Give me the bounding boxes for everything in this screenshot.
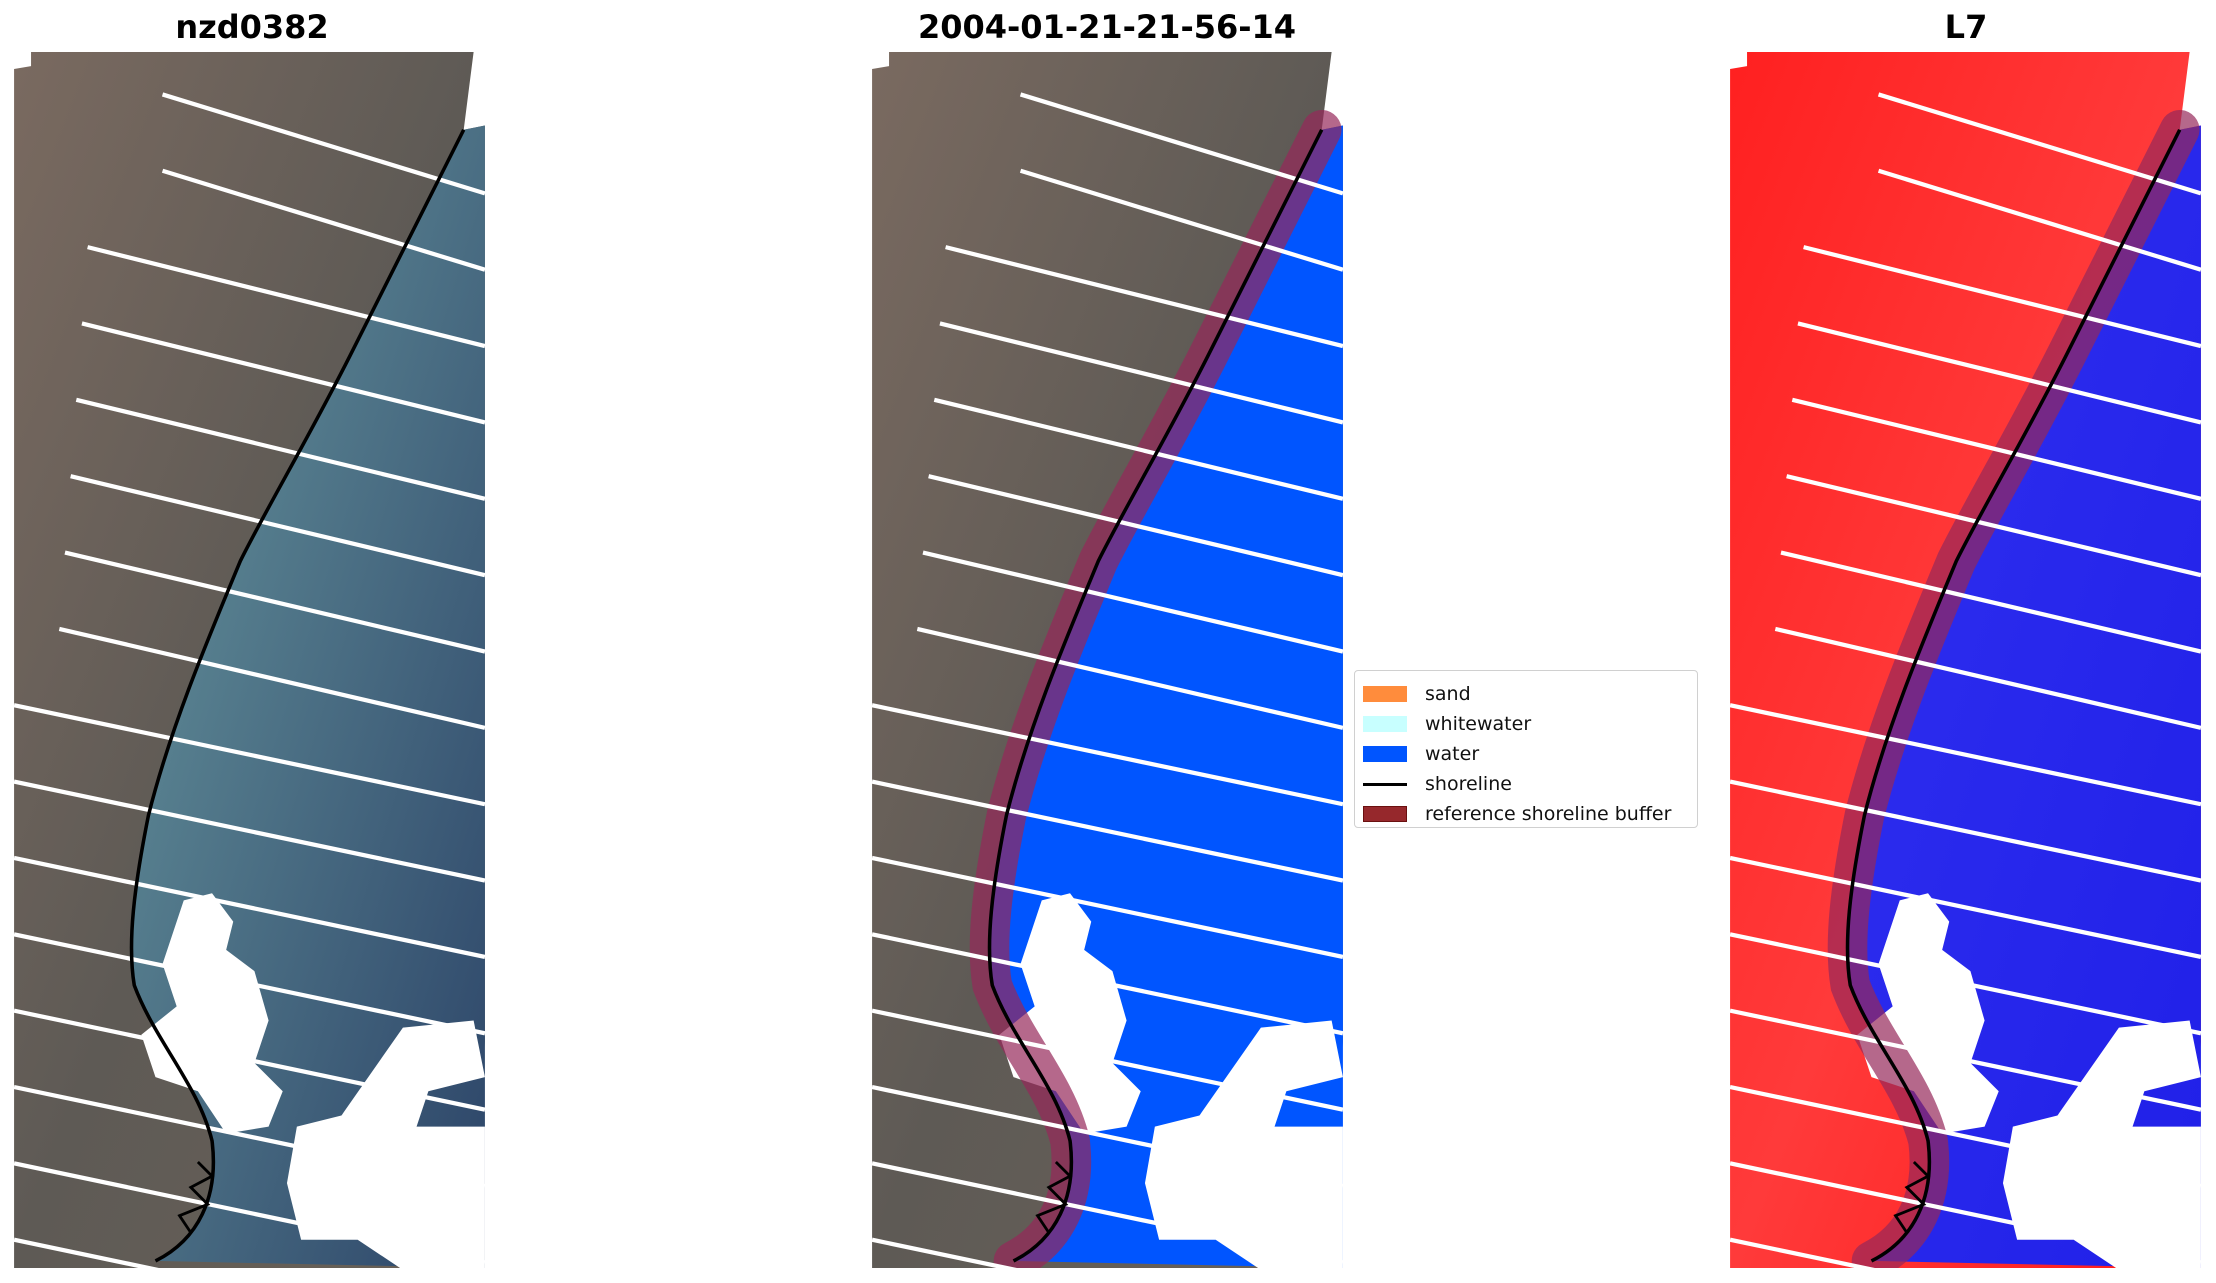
slc-off-stripe	[872, 932, 1343, 1036]
slc-off-stripe	[928, 474, 1343, 578]
slc-off-stripe	[1803, 245, 2201, 349]
shoreline-fragment	[1035, 1160, 1073, 1234]
legend-label: whitewater	[1425, 713, 1532, 735]
legend-item-whitewater: whitewater	[1363, 709, 1697, 739]
legend-line	[1363, 782, 1407, 786]
slc-off-stripe	[1730, 1161, 2201, 1265]
slc-off-stripe	[1730, 932, 2201, 1036]
slc-off-stripe	[945, 245, 1343, 349]
slc-off-stripe	[14, 932, 485, 1036]
slc-off-stripe	[872, 1008, 1343, 1112]
shoreline-fragment	[1893, 1160, 1931, 1234]
slc-off-stripe	[81, 321, 485, 425]
slc-off-stripe	[872, 703, 1343, 807]
slc-off-stripe	[933, 397, 1343, 501]
slc-off-stripe	[872, 779, 1343, 883]
panel-title-date: 2004-01-21-21-56-14	[917, 8, 1297, 46]
shoreline	[987, 128, 1324, 1263]
slc-off-stripe	[1730, 1237, 1875, 1268]
slc-off-stripe	[922, 550, 1343, 654]
slc-off-stripe	[64, 550, 485, 654]
cloud-mask	[141, 893, 283, 1134]
slc-off-stripe	[87, 245, 485, 349]
slc-off-stripe	[14, 1008, 485, 1112]
slc-off-stripe	[75, 397, 485, 501]
slc-off-stripe	[14, 779, 485, 883]
slc-off-stripe	[1791, 397, 2201, 501]
slc-off-stripe	[14, 1161, 485, 1265]
legend-label: reference shoreline buffer	[1425, 803, 1672, 825]
slc-off-stripe	[1780, 550, 2201, 654]
legend-label: sand	[1425, 683, 1471, 705]
legend-item-shoreline: shoreline	[1363, 769, 1697, 799]
slc-off-stripe	[1019, 168, 1343, 272]
slc-off-stripe	[1774, 626, 2201, 730]
rgb-image-panel	[14, 52, 485, 1268]
slc-off-stripe	[1730, 855, 2201, 960]
legend-item-water: water	[1363, 739, 1697, 769]
slc-off-stripe	[939, 321, 1343, 425]
legend-item-buffer: reference shoreline buffer	[1363, 799, 1697, 829]
panel-title-site: nzd0382	[175, 8, 329, 46]
slc-off-stripe	[14, 1084, 485, 1189]
slc-off-stripe	[872, 1237, 1017, 1268]
slc-off-stripe	[1877, 168, 2201, 272]
slc-off-stripe	[1730, 703, 2201, 807]
legend-label: water	[1425, 743, 1480, 765]
legend-swatch	[1363, 806, 1407, 822]
slc-off-stripe	[14, 1237, 159, 1268]
slc-off-stripe	[1730, 1008, 2201, 1112]
slc-off-stripe	[14, 855, 485, 960]
slc-off-stripe	[161, 92, 485, 196]
slc-off-stripe	[916, 626, 1343, 730]
panel-title-satellite: L7	[1944, 8, 1988, 46]
slc-off-stripe	[872, 1161, 1343, 1265]
classified-image-panel	[872, 52, 1343, 1268]
legend-swatch	[1363, 746, 1407, 762]
slc-off-stripe	[872, 1084, 1343, 1189]
index-image-panel	[1730, 52, 2201, 1268]
shoreline	[1845, 128, 2182, 1263]
slc-off-stripe	[14, 703, 485, 807]
slc-off-stripe	[70, 474, 485, 578]
slc-off-stripe	[1730, 1084, 2201, 1189]
slc-off-stripe	[1730, 779, 2201, 883]
shoreline-fragment	[177, 1160, 215, 1234]
slc-off-stripe	[872, 855, 1343, 960]
legend-swatch	[1363, 716, 1407, 732]
slc-off-stripe	[1877, 92, 2201, 196]
slc-off-stripe	[1797, 321, 2201, 425]
slc-off-stripe	[161, 168, 485, 272]
slc-off-stripe	[1019, 92, 1343, 196]
legend-label: shoreline	[1425, 773, 1512, 795]
legend: sand whitewater water shoreline referenc…	[1354, 670, 1698, 828]
shoreline	[129, 128, 466, 1263]
legend-item-sand: sand	[1363, 679, 1697, 709]
slc-off-stripe	[58, 626, 485, 730]
legend-swatch	[1363, 686, 1407, 702]
slc-off-stripe	[1786, 474, 2201, 578]
